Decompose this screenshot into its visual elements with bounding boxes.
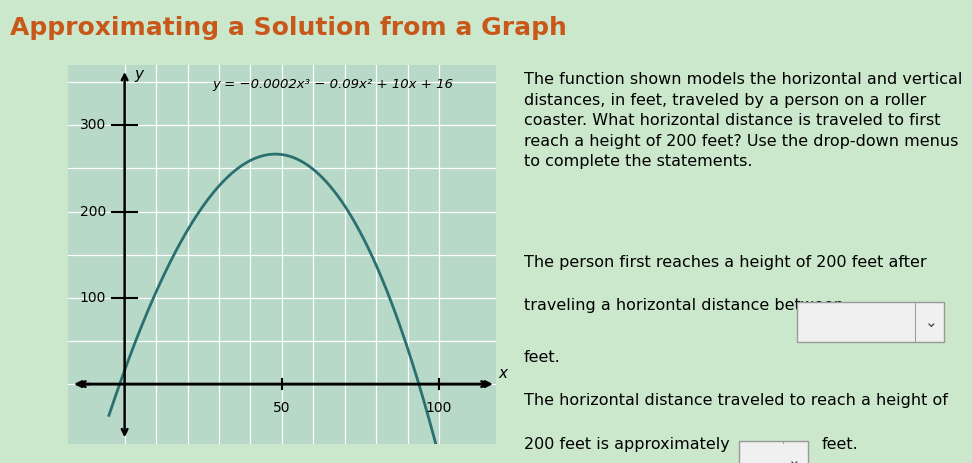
Text: feet.: feet. xyxy=(821,437,858,452)
Text: The horizontal distance traveled to reach a height of: The horizontal distance traveled to reac… xyxy=(524,393,948,408)
Text: 100: 100 xyxy=(80,291,106,305)
Text: x: x xyxy=(499,367,507,382)
Text: feet.: feet. xyxy=(524,350,561,364)
Text: y = −0.0002x³ − 0.09x² + 10x + 16: y = −0.0002x³ − 0.09x² + 10x + 16 xyxy=(213,78,454,91)
Text: 200: 200 xyxy=(80,205,106,219)
Text: The person first reaches a height of 200 feet after: The person first reaches a height of 200… xyxy=(524,255,926,269)
Text: Approximating a Solution from a Graph: Approximating a Solution from a Graph xyxy=(10,16,567,40)
Text: y: y xyxy=(134,67,143,81)
Text: 50: 50 xyxy=(273,401,291,415)
Text: The function shown models the horizontal and vertical
distances, in feet, travel: The function shown models the horizontal… xyxy=(524,72,962,169)
Text: traveling a horizontal distance between: traveling a horizontal distance between xyxy=(524,298,844,313)
Text: 200 feet is approximately: 200 feet is approximately xyxy=(524,437,730,452)
Text: 300: 300 xyxy=(80,118,106,132)
FancyBboxPatch shape xyxy=(739,441,808,463)
Text: ⌄: ⌄ xyxy=(788,453,801,463)
FancyBboxPatch shape xyxy=(797,302,945,342)
Text: 100: 100 xyxy=(426,401,452,415)
Text: ⌄: ⌄ xyxy=(924,314,937,330)
